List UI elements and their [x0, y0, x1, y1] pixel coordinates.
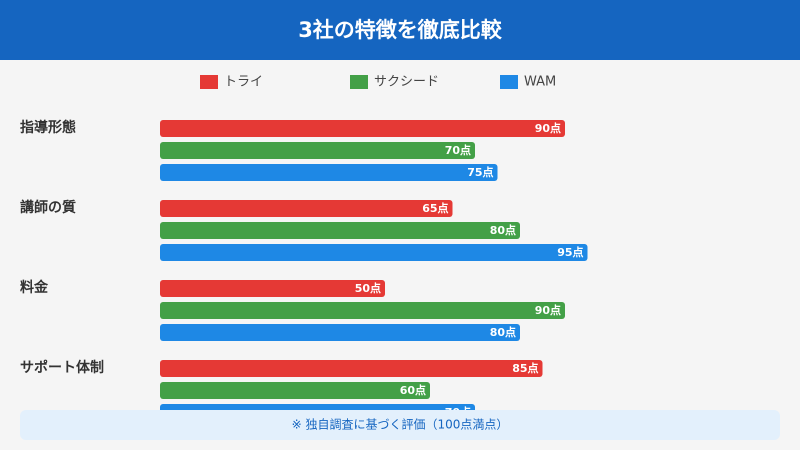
bar: [160, 382, 430, 399]
value-label: 75点: [467, 165, 493, 179]
bar: [160, 222, 520, 239]
category-label: 指導形態: [20, 119, 76, 136]
header-bar: [0, 0, 800, 60]
value-label: 60点: [400, 383, 426, 397]
legend-label: サクシード: [374, 75, 439, 90]
bar: [160, 324, 520, 341]
bar: [160, 120, 565, 137]
value-label: 80点: [490, 325, 516, 339]
value-label: 65点: [422, 201, 448, 215]
legend-swatch: [500, 75, 518, 89]
value-label: 90点: [535, 121, 561, 135]
legend-label: WAM: [524, 75, 556, 90]
note: ※ 独自調査に基づく評価（100点満点）: [292, 417, 509, 432]
note-box: [20, 410, 780, 440]
bar: [160, 360, 543, 377]
bar: [160, 302, 565, 319]
value-label: 80点: [490, 223, 516, 237]
bar: [160, 280, 385, 297]
value-label: 70点: [445, 143, 471, 157]
bar: [160, 164, 498, 181]
category-label: 料金: [20, 279, 49, 296]
value-label: 95点: [557, 245, 583, 259]
chart-title: 3社の特徴を徹底比較: [298, 18, 503, 42]
bar: [160, 142, 475, 159]
legend-label: トライ: [224, 75, 263, 90]
value-label: 90点: [535, 303, 561, 317]
bar: [160, 200, 453, 217]
legend-swatch: [200, 75, 218, 89]
category-label: 講師の質: [20, 199, 76, 216]
value-label: 50点: [355, 281, 381, 295]
category-label: サポート体制: [20, 359, 104, 376]
value-label: 85点: [512, 361, 538, 375]
legend-swatch: [350, 75, 368, 89]
bar: [160, 244, 588, 261]
